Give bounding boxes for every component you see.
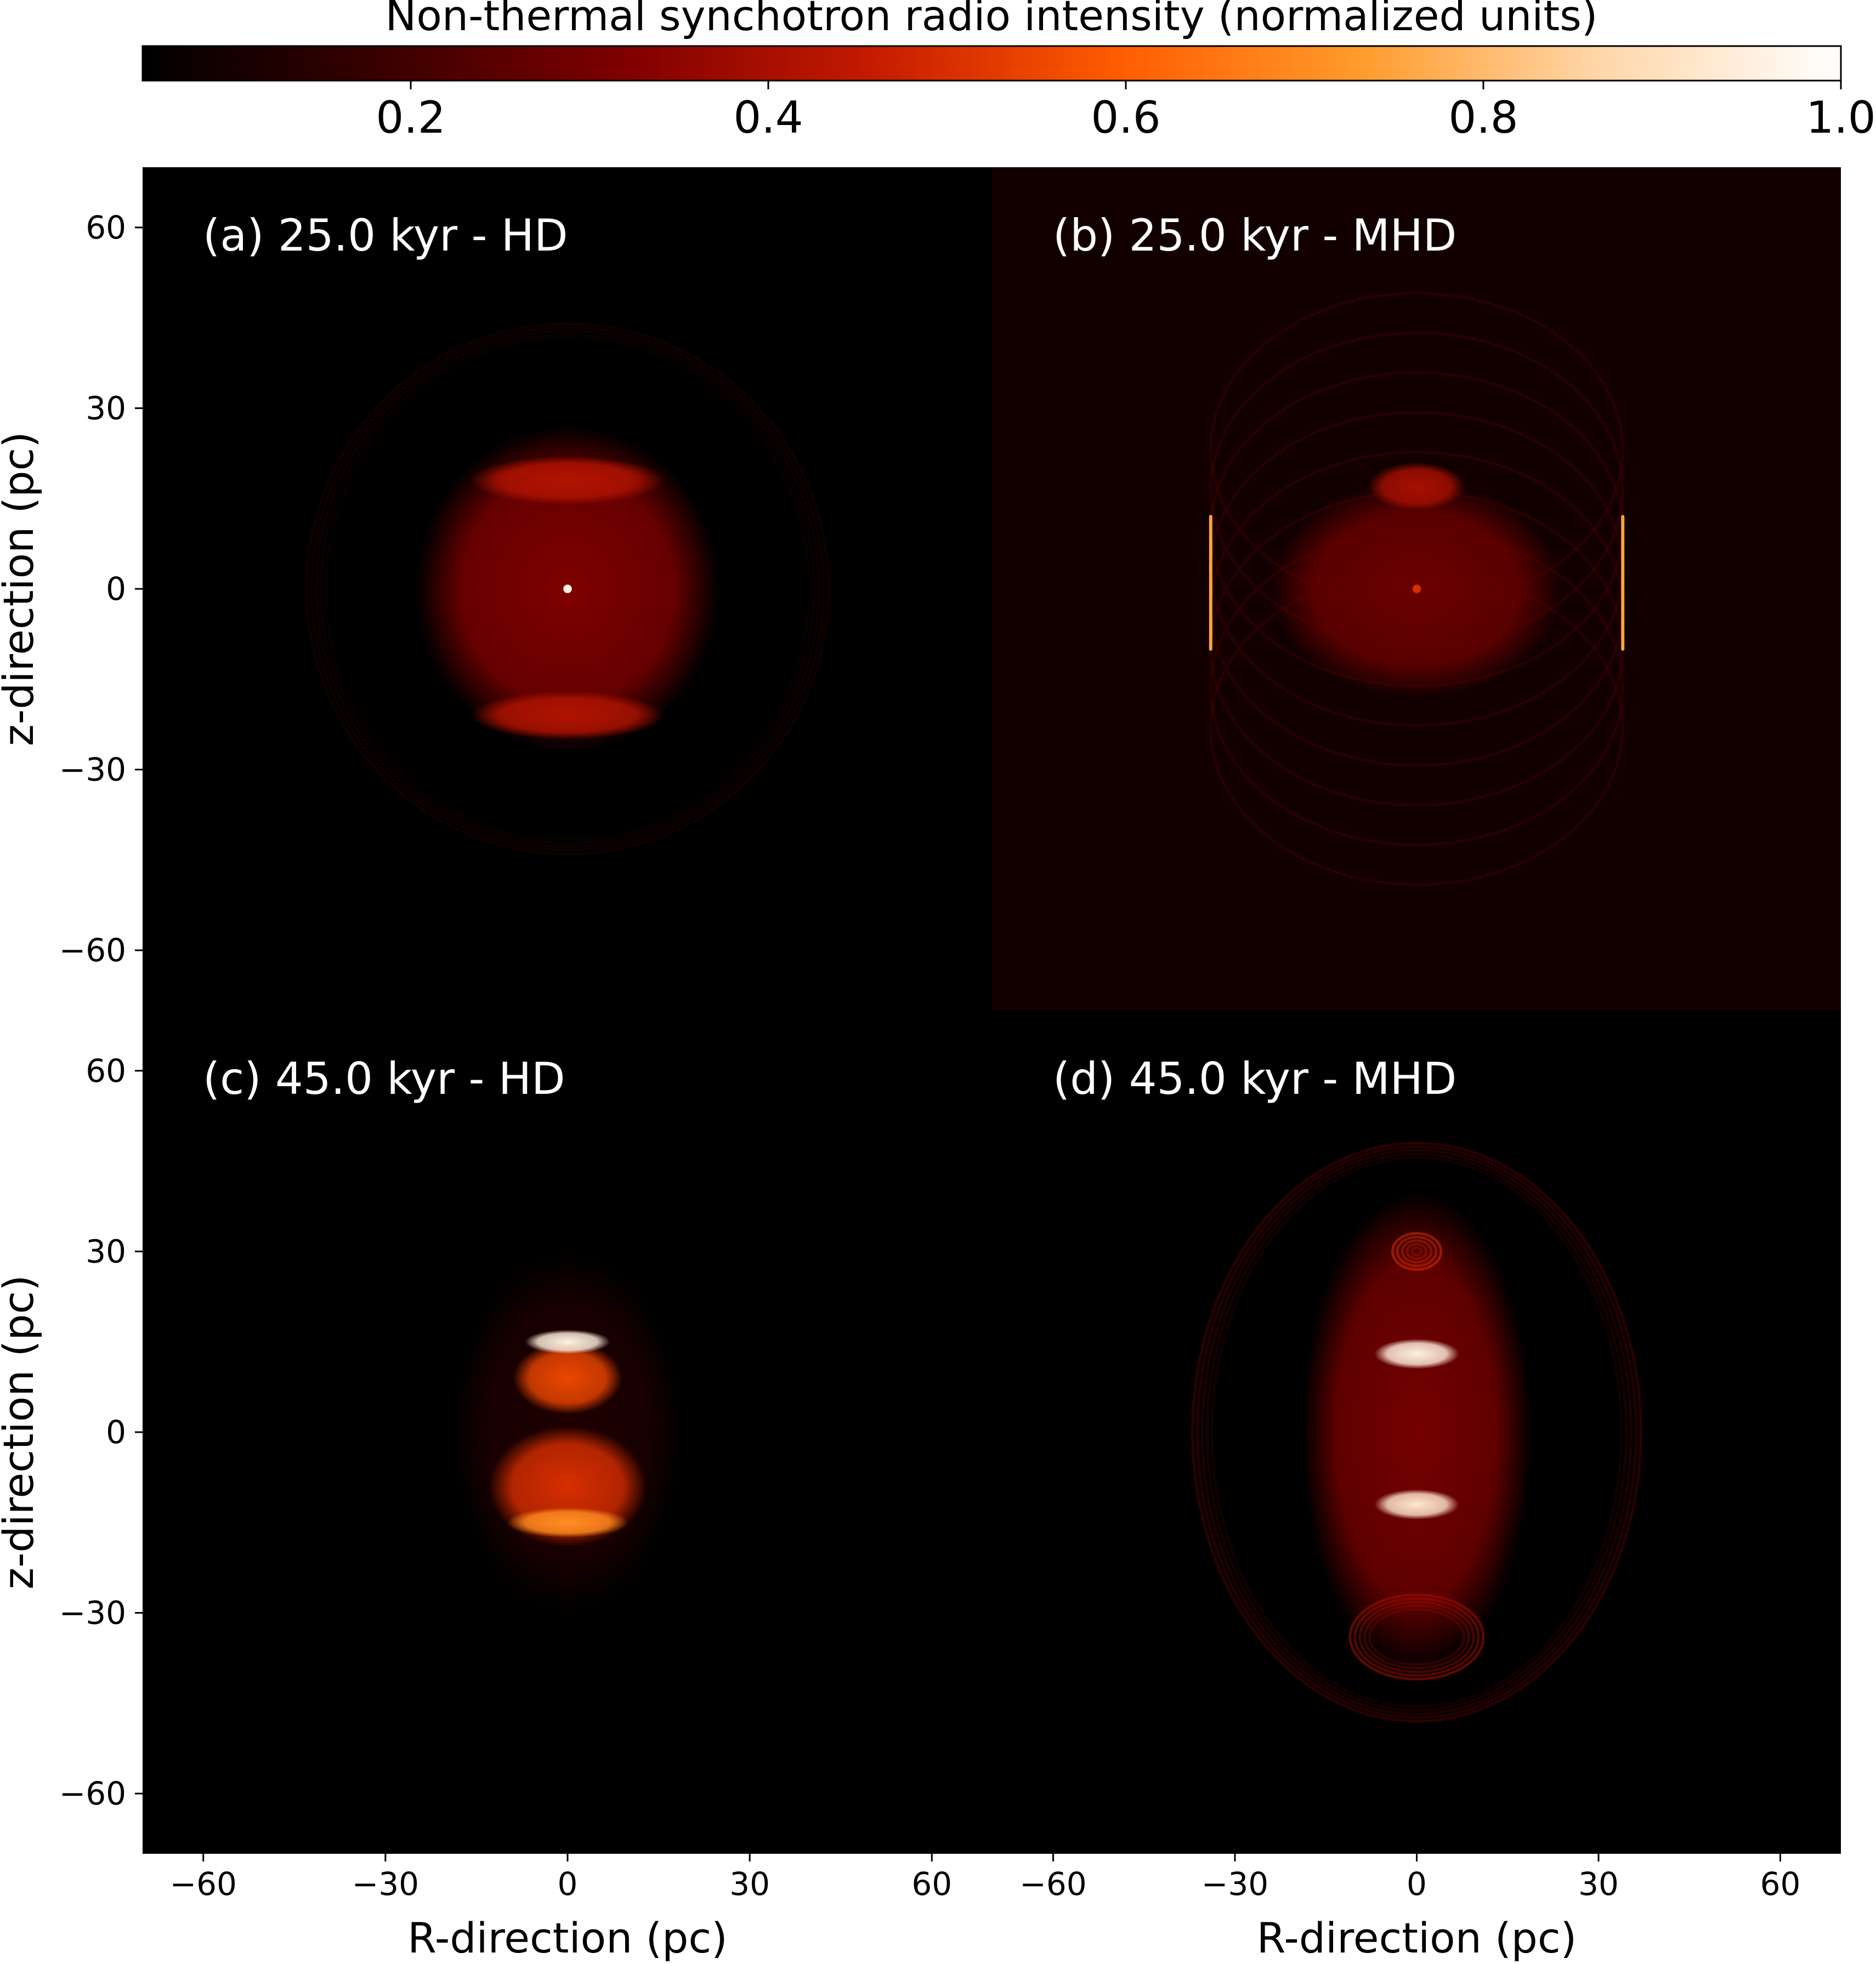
colorbar: Non-thermal synchotron radio intensity (… — [141, 0, 1876, 143]
colorbar-gradient — [141, 45, 1842, 82]
emission-shell — [1410, 1246, 1423, 1257]
emission-region — [1374, 1338, 1459, 1369]
emission-shell — [1353, 1597, 1480, 1677]
panel-b: (b) 25.0 kyr - MHD — [993, 167, 1841, 1011]
panel-title: (b) 25.0 kyr - MHD — [1053, 210, 1456, 261]
colorbar-tick-label: 0.8 — [1448, 92, 1518, 143]
heatmap-emission — [452, 1251, 683, 1613]
emission-shell — [1195, 1145, 1638, 1719]
emission-region — [1368, 462, 1465, 511]
emission-shell — [1348, 1593, 1485, 1681]
heatmap-emission — [1191, 1142, 1642, 1723]
colorbar-tick-label: 0.4 — [733, 92, 803, 143]
emission-shell — [1210, 1156, 1623, 1708]
x-tick-label: 0 — [558, 1865, 578, 1903]
emission-region — [513, 1342, 622, 1415]
x-tick-label: −60 — [1019, 1865, 1086, 1903]
emission-region — [470, 691, 665, 740]
x-tick-label: −30 — [352, 1865, 419, 1903]
emission-region — [525, 1330, 610, 1354]
colorbar-ticks: 0.2 0.4 0.6 0.8 1.0 — [376, 81, 1876, 143]
colorbar-tick-label: 1.0 — [1806, 92, 1875, 143]
emission-spot — [1412, 584, 1421, 593]
emission-shell — [324, 337, 811, 841]
panel-title: (c) 45.0 kyr - HD — [203, 1053, 565, 1104]
emission-shell — [1358, 1600, 1475, 1673]
x-tick-label: 30 — [1578, 1865, 1619, 1903]
x-axis-label: R-direction (pc) — [407, 1914, 728, 1962]
y-tick-label: 60 — [86, 209, 126, 246]
y-tick-label: −60 — [59, 1775, 126, 1812]
emission-shell — [315, 330, 820, 848]
panels: (a) 25.0 kyr - HD −60 −30 0 30 60 z-direction … — [0, 167, 1841, 1962]
axis-ticks: −60 −30 0 30 60 — [1019, 1854, 1800, 1903]
x-tick-label: −60 — [170, 1865, 237, 1903]
emission-spot — [563, 584, 572, 593]
emission-shell — [1405, 1242, 1428, 1261]
heatmap-emission — [1207, 292, 1626, 886]
x-tick-label: 60 — [1760, 1865, 1801, 1903]
y-axis-label: z-direction (pc) — [0, 1275, 43, 1590]
panel-d: (d) 45.0 kyr - MHD −60 −30 0 30 60 R-direction… — [993, 1011, 1841, 1962]
y-axis-label: z-direction (pc) — [0, 432, 43, 746]
y-tick-label: −30 — [59, 1594, 126, 1632]
emission-shell — [1363, 1604, 1471, 1670]
x-tick-label: 30 — [729, 1865, 770, 1903]
emission-region — [1301, 1191, 1532, 1673]
emission-region — [507, 1507, 628, 1538]
emission-region — [1374, 1489, 1459, 1520]
y-tick-label: 0 — [106, 1414, 126, 1451]
y-tick-label: 30 — [86, 389, 126, 427]
y-tick-label: −60 — [59, 932, 126, 969]
y-tick-label: −30 — [59, 751, 126, 788]
axis-ticks: −60 −30 0 30 60 −60 −30 0 30 60 — [59, 1052, 953, 1903]
emission-shell — [1396, 1235, 1438, 1268]
emission-shell — [1401, 1239, 1433, 1264]
x-tick-label: −30 — [1201, 1865, 1268, 1903]
panel-c: (c) 45.0 kyr - HD −60 −30 0 30 60 −60 −30 0 30 60 R… — [0, 1011, 993, 1962]
colorbar-tick-label: 0.6 — [1091, 92, 1160, 143]
emission-shell — [1391, 1231, 1443, 1271]
emission-shell — [1368, 1608, 1466, 1666]
y-tick-label: 60 — [86, 1052, 126, 1089]
emission-shell — [1205, 1152, 1628, 1712]
heatmap-emission — [305, 322, 830, 855]
colorbar-label: Non-thermal synchotron radio intensity (… — [386, 0, 1598, 40]
panel-title: (a) 25.0 kyr - HD — [203, 210, 568, 261]
emission-shell — [1191, 1142, 1642, 1723]
emission-shell — [305, 322, 830, 855]
x-tick-label: 60 — [911, 1865, 952, 1903]
panel-a: (a) 25.0 kyr - HD −60 −30 0 30 60 z-direction … — [0, 167, 993, 1011]
emission-shell — [320, 333, 815, 845]
axis-ticks: −60 −30 0 30 60 — [59, 209, 143, 969]
y-tick-label: 0 — [106, 570, 126, 608]
x-tick-label: 0 — [1407, 1865, 1427, 1903]
emission-shell — [1200, 1149, 1633, 1716]
emission-region — [470, 456, 665, 505]
panel-title: (d) 45.0 kyr - MHD — [1053, 1053, 1456, 1104]
y-tick-label: 30 — [86, 1233, 126, 1270]
colorbar-tick-label: 0.2 — [376, 92, 445, 143]
emission-shell — [310, 326, 825, 852]
x-axis-label: R-direction (pc) — [1257, 1914, 1577, 1962]
